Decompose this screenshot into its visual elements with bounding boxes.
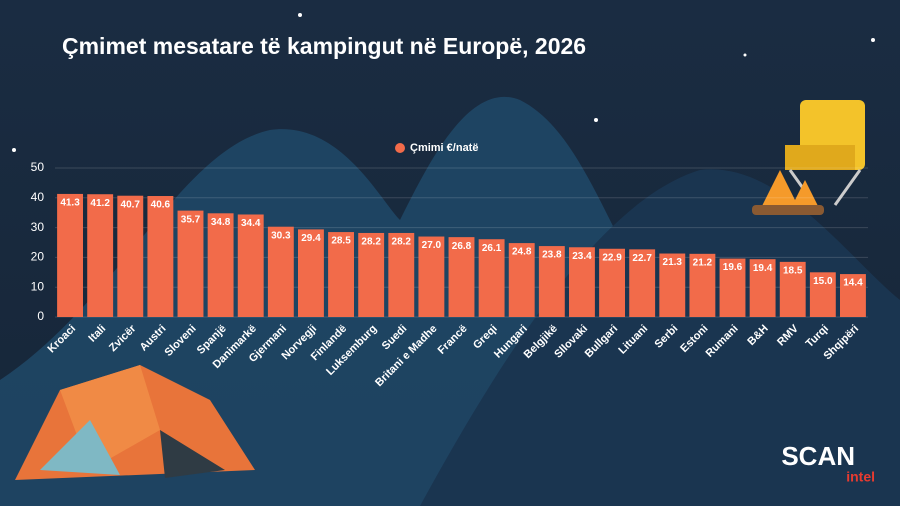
value-label: 19.6 [723, 262, 743, 273]
bar [328, 232, 355, 317]
bar [237, 214, 264, 317]
legend-label: Çmimi €/natë [410, 142, 478, 154]
value-label: 41.3 [60, 198, 80, 209]
value-label: 14.4 [843, 278, 863, 289]
value-label: 34.4 [241, 218, 261, 229]
bar [57, 193, 84, 317]
bar [177, 210, 204, 317]
brand-name: SCAN [781, 441, 855, 471]
value-label: 28.5 [331, 236, 351, 247]
value-label: 26.8 [452, 241, 472, 252]
bar [478, 239, 505, 317]
bar [87, 194, 114, 317]
bar [779, 261, 806, 317]
value-label: 21.2 [693, 257, 713, 268]
y-tick-label: 10 [31, 279, 45, 293]
bar [568, 247, 595, 317]
bar [358, 232, 385, 317]
value-label: 41.2 [90, 198, 110, 209]
bar [207, 213, 234, 317]
y-tick-label: 50 [31, 160, 45, 174]
y-tick-label: 20 [31, 250, 45, 264]
value-label: 29.4 [301, 233, 321, 244]
bar [508, 243, 535, 317]
tent-illustration [15, 365, 255, 480]
y-tick-label: 30 [31, 220, 45, 234]
value-label: 24.8 [512, 247, 532, 258]
y-tick-label: 0 [37, 309, 44, 323]
brand-sub: intel [846, 469, 875, 485]
bar [749, 259, 776, 317]
bar [297, 229, 324, 317]
bar [538, 246, 565, 317]
bar [689, 253, 716, 317]
bar [117, 195, 144, 317]
value-label: 26.1 [482, 243, 502, 254]
value-label: 23.8 [542, 250, 562, 261]
value-label: 18.5 [783, 266, 803, 277]
value-label: 15.0 [813, 276, 833, 287]
value-label: 40.7 [121, 199, 141, 210]
value-label: 27.0 [422, 240, 442, 251]
value-label: 28.2 [361, 237, 381, 248]
bar [147, 196, 174, 317]
bar [839, 274, 866, 317]
value-label: 28.2 [392, 237, 412, 248]
chair-illustration [752, 100, 865, 215]
legend-marker [395, 143, 405, 153]
value-label: 23.4 [572, 251, 592, 262]
value-label: 35.7 [181, 214, 201, 225]
bar [448, 237, 475, 317]
mountain [420, 169, 900, 506]
bar [267, 226, 294, 317]
y-tick-label: 40 [31, 190, 45, 204]
bar [719, 258, 746, 317]
stars [12, 13, 875, 152]
bar [418, 236, 445, 317]
bar [659, 253, 686, 317]
value-label: 34.8 [211, 217, 231, 228]
bar [629, 249, 656, 317]
value-label: 30.3 [271, 230, 291, 241]
value-label: 22.9 [602, 252, 622, 263]
value-label: 21.3 [663, 257, 683, 268]
value-label: 22.7 [632, 253, 652, 264]
bar [388, 232, 415, 317]
bar [599, 248, 626, 317]
value-label: 19.4 [753, 263, 773, 274]
value-label: 40.6 [151, 200, 171, 211]
chart-title: Çmimet mesatare të kampingut në Europë, … [62, 33, 586, 59]
bar [809, 272, 836, 317]
